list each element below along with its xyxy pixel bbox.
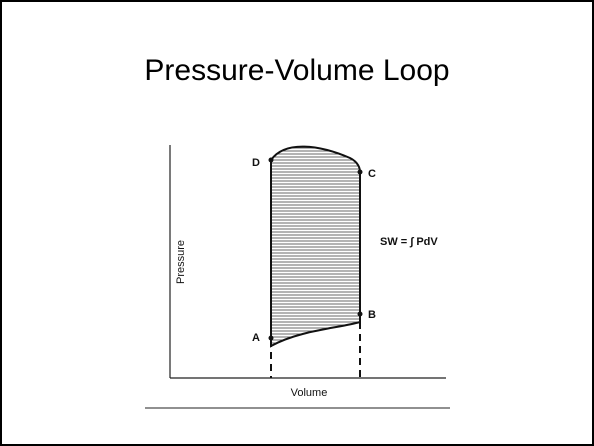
- point-d: [268, 157, 274, 163]
- label-a: A: [252, 332, 260, 344]
- label-c: C: [368, 168, 376, 180]
- point-b: [357, 311, 363, 317]
- label-b: B: [368, 309, 376, 321]
- point-c: [357, 169, 363, 175]
- pv-loop: [270, 145, 361, 348]
- diagram: D C B A SW = ∫ PdV Pressure Volume: [145, 145, 450, 409]
- label-d: D: [252, 157, 260, 169]
- slide-title: Pressure-Volume Loop: [144, 54, 449, 87]
- x-axis-label: Volume: [291, 387, 328, 399]
- point-a: [268, 335, 274, 341]
- y-axis-label: Pressure: [175, 240, 187, 284]
- equation: SW = ∫ PdV: [380, 236, 438, 248]
